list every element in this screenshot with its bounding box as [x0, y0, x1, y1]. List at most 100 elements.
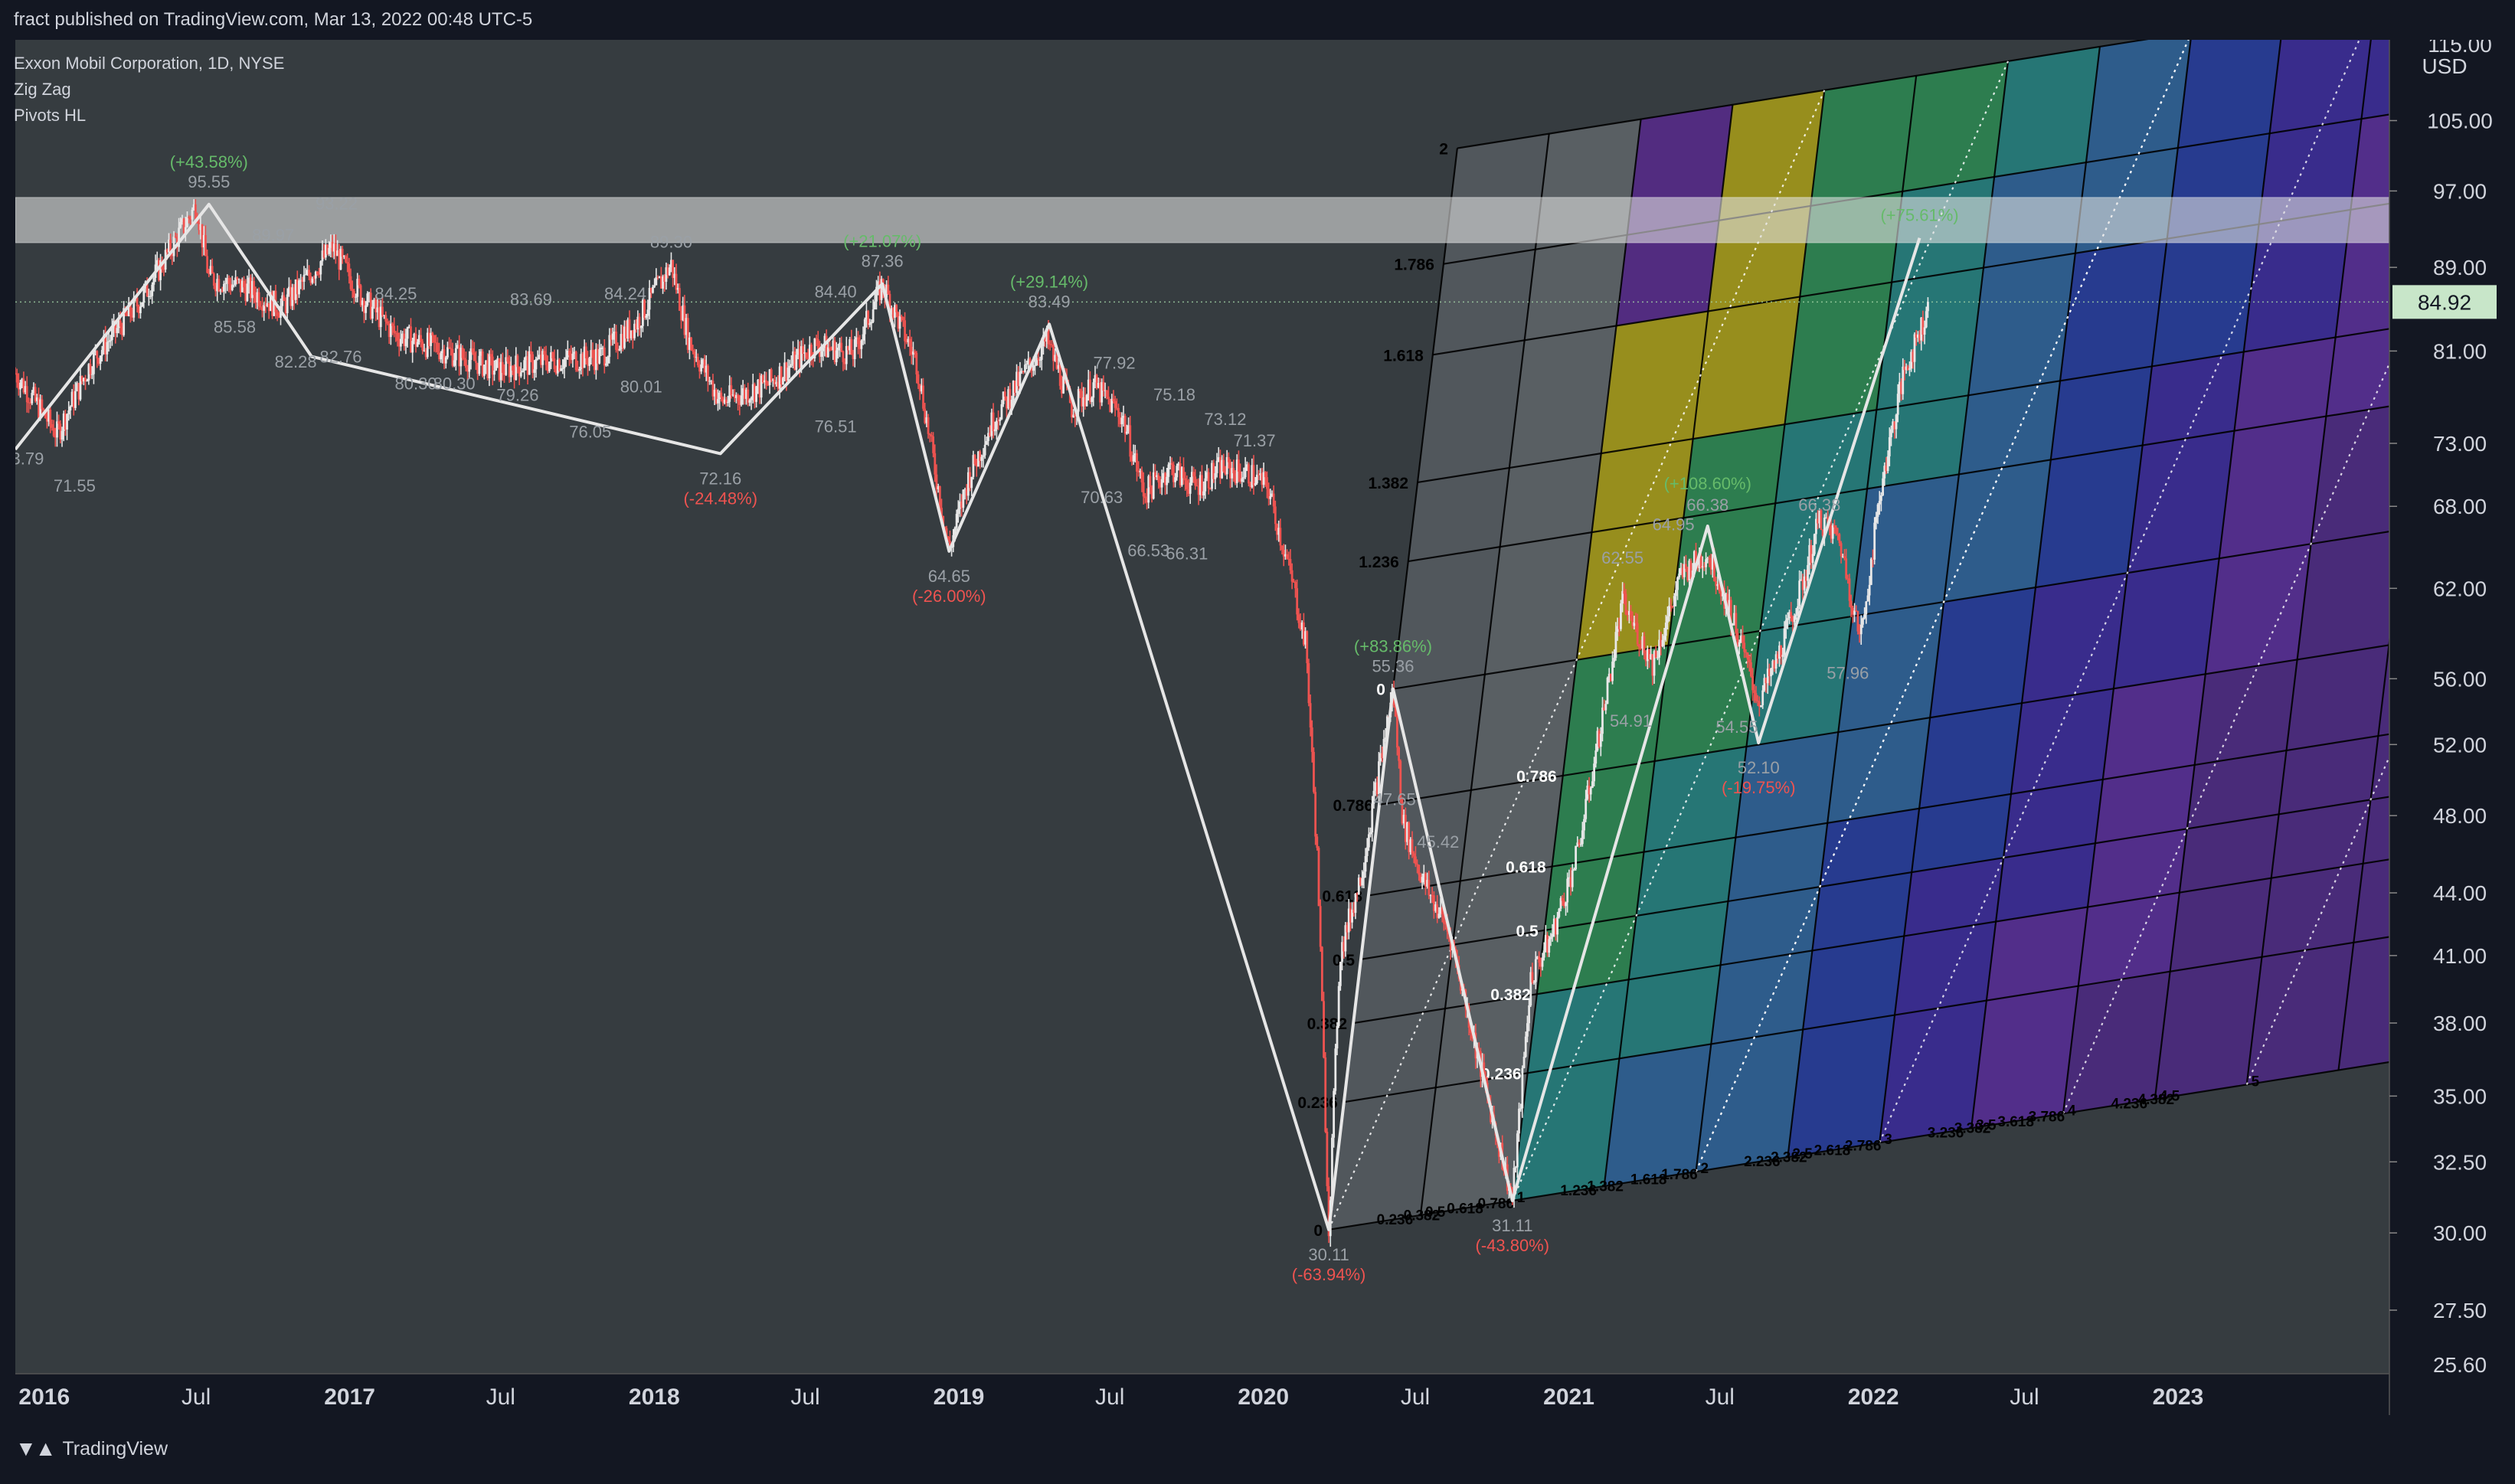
candle-body — [560, 368, 563, 371]
candle-body — [915, 352, 918, 374]
candle-body — [924, 408, 927, 423]
candle-body — [303, 274, 306, 282]
candle-body — [1708, 557, 1711, 559]
candle-body — [743, 388, 746, 399]
candle-body — [790, 364, 793, 366]
fib-diagonal-dotted-line — [1511, 60, 2010, 1201]
candle-body — [1404, 815, 1407, 842]
x-tick-label: Jul — [1401, 1384, 1430, 1410]
candle-body — [1323, 1001, 1325, 1058]
candle-body — [407, 326, 410, 328]
candle-body — [1783, 628, 1786, 655]
candle-body — [287, 286, 290, 295]
fib-grid-cell — [1876, 267, 1984, 410]
fib-grid-cell — [2050, 366, 2152, 460]
fib-grid-cell — [1408, 468, 1509, 562]
y-tick-label: 25.60 — [2433, 1353, 2487, 1377]
fib-grid-cell — [1996, 843, 2095, 922]
candle-body — [1846, 578, 1849, 580]
chart-area[interactable]: 2 1.786 1.618 1.382 1.236 0 0.786 0.618 0.5 0.382… — [2, 0, 2515, 1415]
pivot-label: 66.31 — [1166, 544, 1208, 563]
candle-body — [346, 262, 349, 264]
candle-body — [515, 355, 518, 381]
candle-body — [296, 279, 299, 295]
candle-body — [945, 528, 948, 537]
candle-body — [992, 412, 995, 432]
candle-body — [1630, 611, 1632, 619]
candle-body — [1359, 878, 1362, 886]
tradingview-logo[interactable]: ▼▲ TradingView — [15, 1437, 168, 1461]
legend-zigzag[interactable]: Zig Zag — [14, 80, 71, 99]
candle-body — [338, 250, 341, 270]
pivot-label: 84.25 — [374, 284, 417, 303]
fib-bottom-label: 1.382 — [1587, 1178, 1624, 1195]
candle-body — [761, 375, 764, 383]
candle-body — [89, 364, 92, 374]
candle-body — [1149, 476, 1152, 488]
candle-body — [420, 335, 422, 342]
candle-body — [485, 360, 487, 365]
candle-body — [1589, 787, 1592, 795]
candle-body — [453, 360, 456, 366]
pivot-label: 87.36 — [862, 252, 904, 271]
candle-body — [348, 263, 351, 276]
candle-body — [291, 287, 294, 306]
candle-body — [1199, 475, 1202, 495]
candle-body — [355, 296, 357, 298]
candle-body — [688, 337, 691, 350]
candle-body — [433, 335, 436, 343]
candle-body — [1843, 556, 1846, 559]
candle-body — [721, 397, 724, 404]
candle-body — [1398, 747, 1401, 761]
candle-body — [993, 429, 996, 432]
x-tick-label: 2016 — [18, 1384, 70, 1410]
candle-body — [803, 352, 806, 354]
candle-body — [787, 368, 790, 381]
axes-layer: 115.00105.0097.0089.0081.0073.0068.0062.… — [15, 33, 2500, 1415]
candle-body — [1309, 703, 1312, 727]
candle-body — [1422, 873, 1425, 878]
candle-body — [1045, 328, 1048, 342]
candle-body — [1916, 334, 1919, 338]
candle-body — [1269, 496, 1272, 499]
candle-body — [1244, 467, 1247, 478]
candle-body — [782, 378, 784, 385]
candle-body — [1908, 368, 1911, 370]
candle-body — [1167, 464, 1170, 477]
candle-body — [1091, 397, 1094, 402]
candle-body — [131, 315, 133, 318]
candle-body — [1555, 918, 1557, 935]
candle-body — [208, 273, 211, 274]
candle-body — [1287, 558, 1290, 560]
candle-body — [859, 344, 862, 349]
candle-body — [819, 348, 821, 357]
candle-body — [1558, 908, 1561, 917]
legend-symbol[interactable]: Exxon Mobil Corporation, 1D, NYSE — [14, 54, 285, 73]
fib-grid-cell — [1904, 858, 2004, 936]
candle-body — [1848, 578, 1851, 601]
price-chart[interactable]: 21.7861.6181.3821.23600.7860.6180.50.382… — [2, 0, 2515, 1415]
candle-body — [1212, 463, 1215, 479]
candle-body — [765, 380, 768, 385]
fib-grid-cell — [1867, 395, 1969, 489]
candle-body — [1133, 453, 1136, 456]
candle-body — [1352, 910, 1356, 914]
candle-body — [768, 369, 771, 385]
legend-pivots[interactable]: Pivots HL — [14, 106, 87, 125]
candle-body — [1254, 483, 1257, 485]
candle-body — [1617, 626, 1621, 629]
candle-body — [733, 394, 736, 398]
candle-body — [270, 292, 272, 312]
candle-body — [1279, 528, 1282, 546]
candle-body — [1071, 403, 1073, 418]
candle-body — [1771, 660, 1774, 668]
candle-body — [696, 357, 699, 366]
candle-body — [822, 348, 825, 351]
candle-body — [136, 297, 139, 307]
candle-body — [666, 267, 669, 276]
candle-body — [169, 239, 172, 253]
candle-body — [616, 349, 620, 351]
candle-body — [19, 382, 21, 390]
candle-body — [1736, 632, 1739, 647]
fib-grid-cell — [2271, 799, 2371, 878]
